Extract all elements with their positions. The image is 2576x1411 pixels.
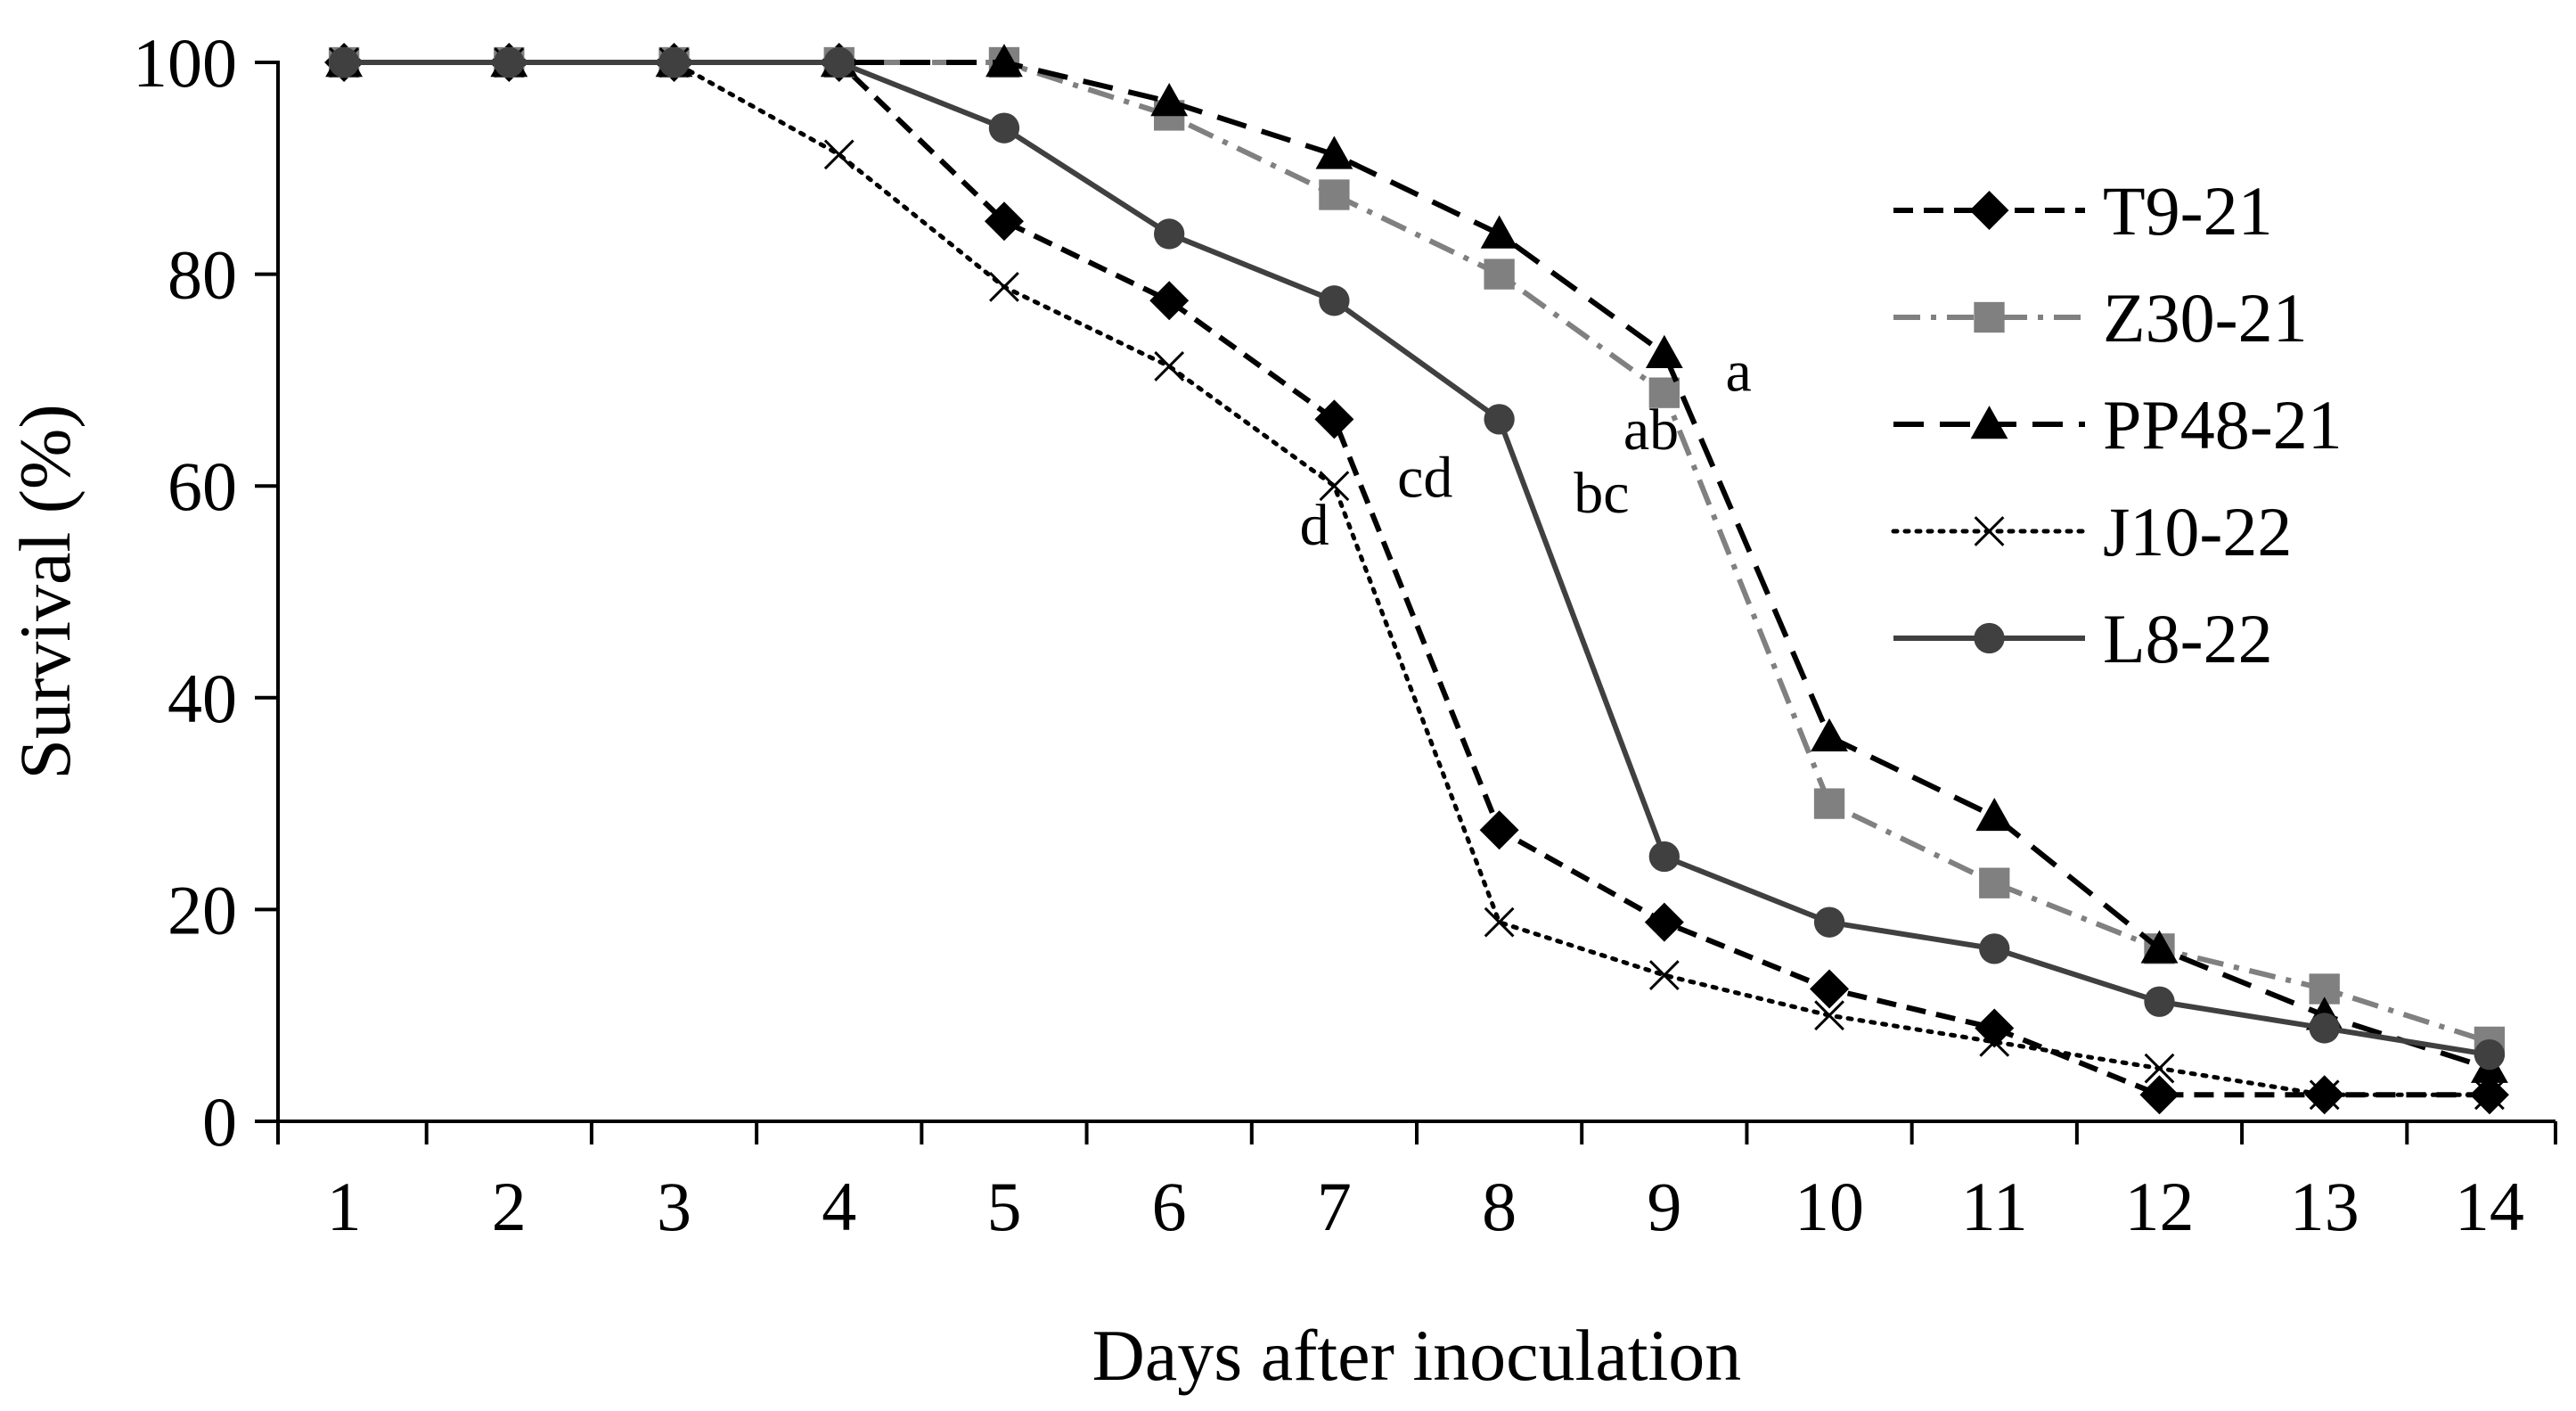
x-point [1484, 906, 1515, 938]
legend: T9-21 Z30-21 PP48-21 J10-22 L8-22 [1891, 172, 2343, 677]
circle-point [658, 46, 690, 78]
diamond-point [1975, 1008, 2015, 1048]
x-tick-label: 11 [1961, 1168, 2028, 1245]
legend-label: PP48-21 [2103, 386, 2343, 463]
series-line [341, 60, 2492, 1097]
x-tick-label: 6 [1152, 1168, 1187, 1245]
triangle-point [1480, 215, 1518, 249]
circle-point [988, 112, 1020, 144]
x-point [989, 271, 1019, 302]
circle-point [2474, 1038, 2506, 1071]
legend-item: T9-21 [1893, 172, 2273, 250]
x-tick-label: 2 [492, 1168, 527, 1245]
x-tick-label: 3 [657, 1168, 691, 1245]
legend-item: L8-22 [1893, 600, 2273, 677]
x-tick-label: 13 [2290, 1168, 2359, 1245]
y-tick-label: 40 [168, 660, 237, 737]
series-L8-22 [328, 46, 2506, 1071]
x-tick-label: 9 [1647, 1168, 1681, 1245]
y-axis-title: Survival (%) [4, 404, 86, 779]
series-group [324, 43, 2509, 1115]
circle-point [1813, 906, 1845, 938]
x-tick-label: 7 [1317, 1168, 1352, 1245]
y-tick-label: 20 [168, 871, 237, 948]
x-point [1814, 1000, 1844, 1031]
legend-label: J10-22 [2103, 493, 2292, 570]
square-point [1484, 258, 1515, 290]
series-line [344, 60, 2490, 1058]
x-axis-title: Days after inoculation [1092, 1315, 1742, 1396]
diamond-point [1479, 810, 1519, 850]
x-tick-label: 1 [327, 1168, 362, 1245]
legend-marker [1974, 301, 2005, 333]
x-tick-label: 12 [2124, 1168, 2194, 1245]
series-line [344, 60, 2490, 1071]
significance-label: a [1726, 340, 1752, 405]
x-tick-label: 10 [1795, 1168, 1864, 1245]
triangle-point [1645, 334, 1683, 369]
legend-item: PP48-21 [1893, 386, 2343, 463]
x-point [823, 139, 855, 170]
triangle-point [2140, 930, 2179, 964]
x-point [1319, 471, 1350, 502]
square-point [1319, 179, 1350, 210]
triangle-point [1315, 135, 1353, 169]
legend-marker [1969, 191, 2009, 230]
x-tick-label: 8 [1482, 1168, 1517, 1245]
x-point [2474, 1079, 2505, 1111]
y-tick-label: 100 [133, 24, 237, 102]
significance-label: cd [1397, 445, 1452, 510]
y-tick-label: 80 [168, 236, 237, 314]
significance-label: bc [1574, 461, 1629, 526]
significance-label: d [1300, 493, 1329, 558]
series-line [344, 60, 2490, 1045]
legend-label: T9-21 [2103, 172, 2273, 250]
circle-point [1154, 218, 1185, 250]
legend-marker [1974, 516, 2005, 546]
x-tick-label: 14 [2455, 1168, 2524, 1245]
x-tick-label: 5 [986, 1168, 1021, 1245]
x-point [1979, 1026, 2010, 1057]
diamond-point [984, 201, 1024, 242]
legend-item: Z30-21 [1893, 279, 2308, 357]
circle-point [1319, 285, 1350, 316]
y-tick-label: 60 [168, 447, 237, 525]
square-point [1648, 377, 1680, 408]
legend-marker [1970, 406, 2008, 439]
diamond-point [1149, 281, 1190, 321]
x-point [1154, 351, 1185, 381]
circle-point [1648, 841, 1680, 873]
legend-label: Z30-21 [2103, 279, 2308, 357]
x-point [2309, 1079, 2340, 1111]
circle-point [823, 46, 855, 78]
circle-point [2309, 1013, 2340, 1044]
diamond-point [1644, 902, 1684, 942]
square-point [1813, 788, 1845, 819]
diamond-point [1314, 399, 1354, 439]
x-point [1648, 960, 1680, 990]
diamond-point [2139, 1075, 2179, 1115]
y-tick-label: 0 [202, 1083, 237, 1161]
triangle-point [1150, 83, 1189, 117]
circle-point [494, 46, 525, 78]
square-point [1979, 867, 2010, 898]
x-tick-label: 4 [822, 1168, 856, 1245]
triangle-point [985, 44, 1023, 78]
circle-point [1484, 404, 1515, 435]
legend-marker [1974, 622, 2005, 654]
triangle-point [1975, 797, 2014, 832]
significance-label: ab [1623, 398, 1679, 463]
circle-point [1979, 933, 2010, 964]
legend-label: L8-22 [2103, 600, 2273, 677]
triangle-point [1811, 718, 1848, 752]
circle-point [328, 46, 360, 78]
circle-point [2144, 986, 2175, 1017]
x-point [2144, 1053, 2175, 1084]
diamond-point [1810, 969, 1850, 1009]
legend-item: J10-22 [1891, 493, 2292, 570]
